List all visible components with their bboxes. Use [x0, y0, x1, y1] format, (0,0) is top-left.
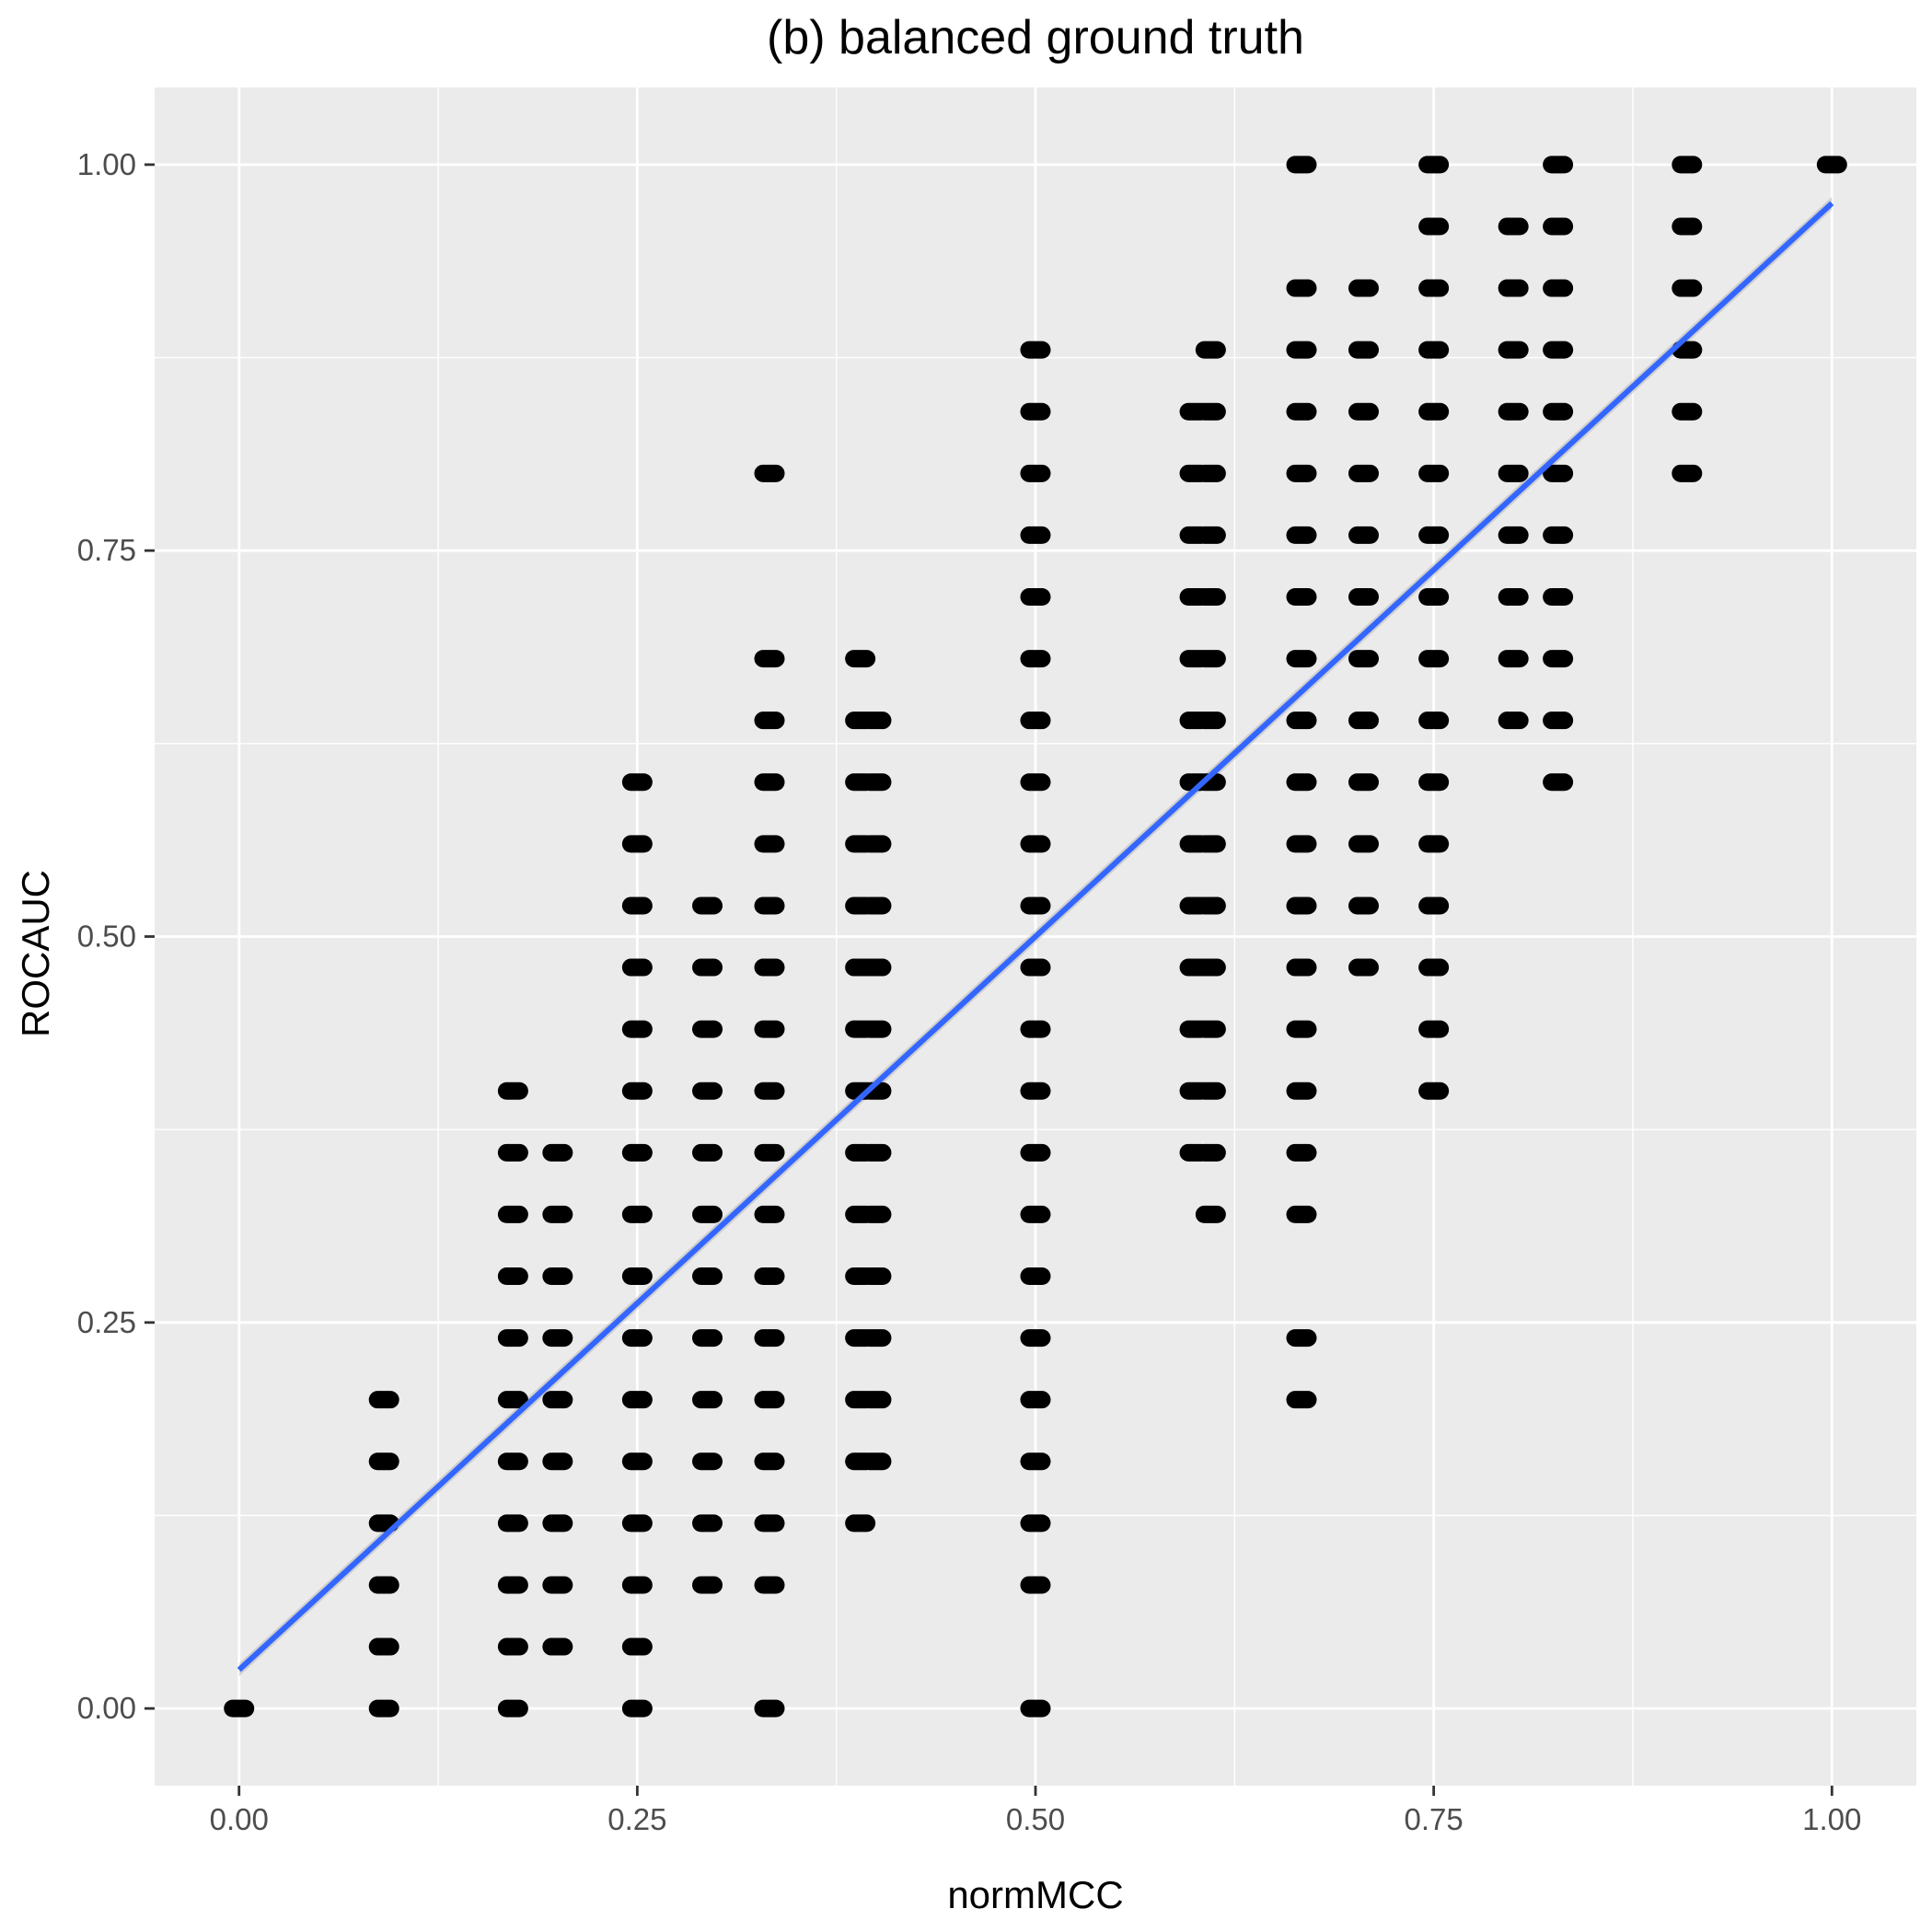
x-axis: 0.00 0.25 0.50 0.75 1.00 [210, 1786, 1861, 1836]
x-tick-label: 1.00 [1802, 1802, 1861, 1836]
y-axis: 0.00 0.25 0.50 0.75 1.00 [77, 147, 155, 1725]
y-tick-label: 0.25 [77, 1305, 136, 1339]
y-tick-label: 0.75 [77, 533, 136, 567]
x-axis-title: normMCC [947, 1873, 1123, 1916]
data-points [224, 156, 1847, 1718]
y-axis-title: ROCAUC [14, 870, 57, 1037]
fit-line-group [237, 201, 1834, 1672]
x-tick-label: 0.25 [607, 1802, 666, 1836]
y-tick-label: 0.00 [77, 1691, 136, 1725]
x-tick-label: 0.75 [1405, 1802, 1463, 1836]
y-tick-label: 1.00 [77, 147, 136, 181]
fit-line [237, 201, 1834, 1672]
x-tick-label: 0.00 [210, 1802, 269, 1836]
chart-title: (b) balanced ground truth [767, 11, 1304, 64]
y-tick-label: 0.50 [77, 920, 136, 954]
x-tick-label: 0.50 [1006, 1802, 1065, 1836]
